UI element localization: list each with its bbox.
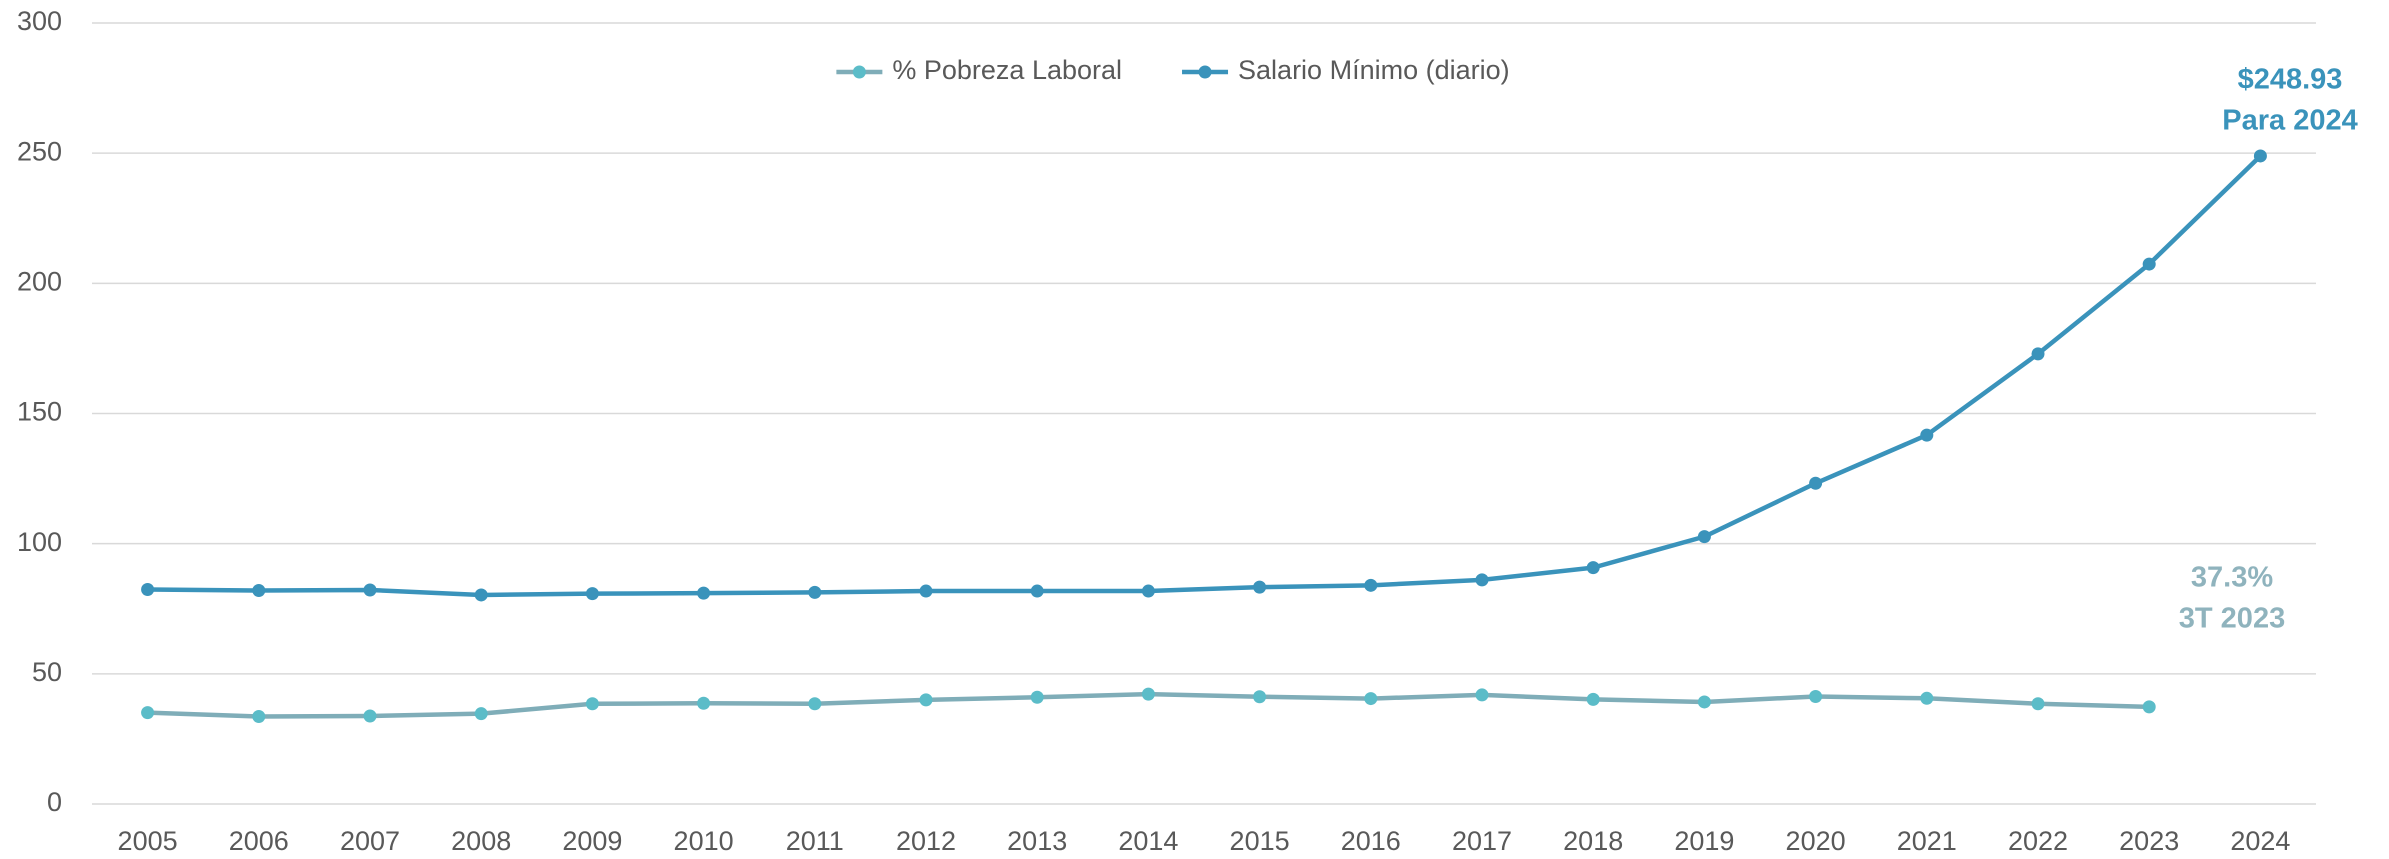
point	[919, 584, 933, 598]
point	[1920, 691, 1934, 705]
annotation: Para 2024	[2222, 105, 2357, 137]
point	[2142, 257, 2156, 271]
x-tick-label: 2010	[674, 826, 734, 856]
point	[1141, 584, 1155, 598]
legend-label: % Pobreza Laboral	[892, 55, 1122, 85]
x-tick-label: 2011	[786, 826, 844, 856]
x-tick-label: 2008	[451, 826, 511, 856]
point	[585, 587, 599, 601]
point	[1141, 687, 1155, 701]
point	[697, 586, 711, 600]
point	[1809, 476, 1823, 490]
point	[1030, 690, 1044, 704]
point	[2031, 697, 2045, 711]
x-tick-label: 2005	[118, 826, 178, 856]
point	[808, 697, 822, 711]
y-tick-label: 50	[32, 657, 62, 687]
x-tick-label: 2013	[1007, 826, 1067, 856]
legend-marker	[852, 65, 866, 79]
point	[474, 588, 488, 602]
x-tick-label: 2018	[1563, 826, 1623, 856]
y-tick-label: 150	[17, 397, 62, 427]
x-tick-label: 2022	[2008, 826, 2068, 856]
x-tick-label: 2024	[2230, 826, 2290, 856]
y-tick-label: 250	[17, 136, 62, 166]
x-tick-label: 2016	[1341, 826, 1401, 856]
point	[363, 583, 377, 597]
point	[585, 697, 599, 711]
point	[1253, 580, 1267, 594]
point	[141, 582, 155, 596]
point	[2142, 700, 2156, 714]
annotation: 37.3%	[2191, 562, 2273, 594]
x-tick-label: 2007	[340, 826, 400, 856]
x-tick-label: 2020	[1786, 826, 1846, 856]
legend-marker	[1198, 65, 1212, 79]
point	[2031, 347, 2045, 361]
x-tick-label: 2012	[896, 826, 956, 856]
point	[2253, 149, 2267, 163]
annotation: $248.93	[2238, 64, 2343, 96]
point	[919, 693, 933, 707]
x-tick-label: 2006	[229, 826, 289, 856]
point	[1364, 692, 1378, 706]
point	[1030, 584, 1044, 598]
point	[1475, 573, 1489, 587]
point	[1697, 530, 1711, 544]
x-tick-label: 2014	[1118, 826, 1178, 856]
point	[252, 584, 266, 598]
x-tick-label: 2023	[2119, 826, 2179, 856]
point	[1586, 561, 1600, 575]
point	[697, 696, 711, 710]
point	[141, 706, 155, 720]
x-tick-label: 2021	[1897, 826, 1957, 856]
y-tick-label: 0	[47, 787, 62, 817]
point	[1586, 692, 1600, 706]
point	[363, 709, 377, 723]
point	[474, 707, 488, 721]
annotation: 3T 2023	[2179, 603, 2285, 635]
y-tick-label: 300	[17, 6, 62, 36]
x-tick-label: 2019	[1674, 826, 1734, 856]
point	[808, 585, 822, 599]
point	[1253, 690, 1267, 704]
point	[1475, 688, 1489, 702]
y-tick-label: 100	[17, 527, 62, 557]
x-tick-label: 2017	[1452, 826, 1512, 856]
point	[1920, 428, 1934, 442]
legend-label: Salario Mínimo (diario)	[1238, 55, 1510, 85]
point	[1364, 578, 1378, 592]
y-tick-label: 200	[17, 266, 62, 296]
x-tick-label: 2009	[562, 826, 622, 856]
point	[1697, 695, 1711, 709]
point	[1809, 689, 1823, 703]
point	[252, 710, 266, 724]
series-line	[147, 154, 2262, 598]
x-tick-label: 2015	[1230, 826, 1290, 856]
